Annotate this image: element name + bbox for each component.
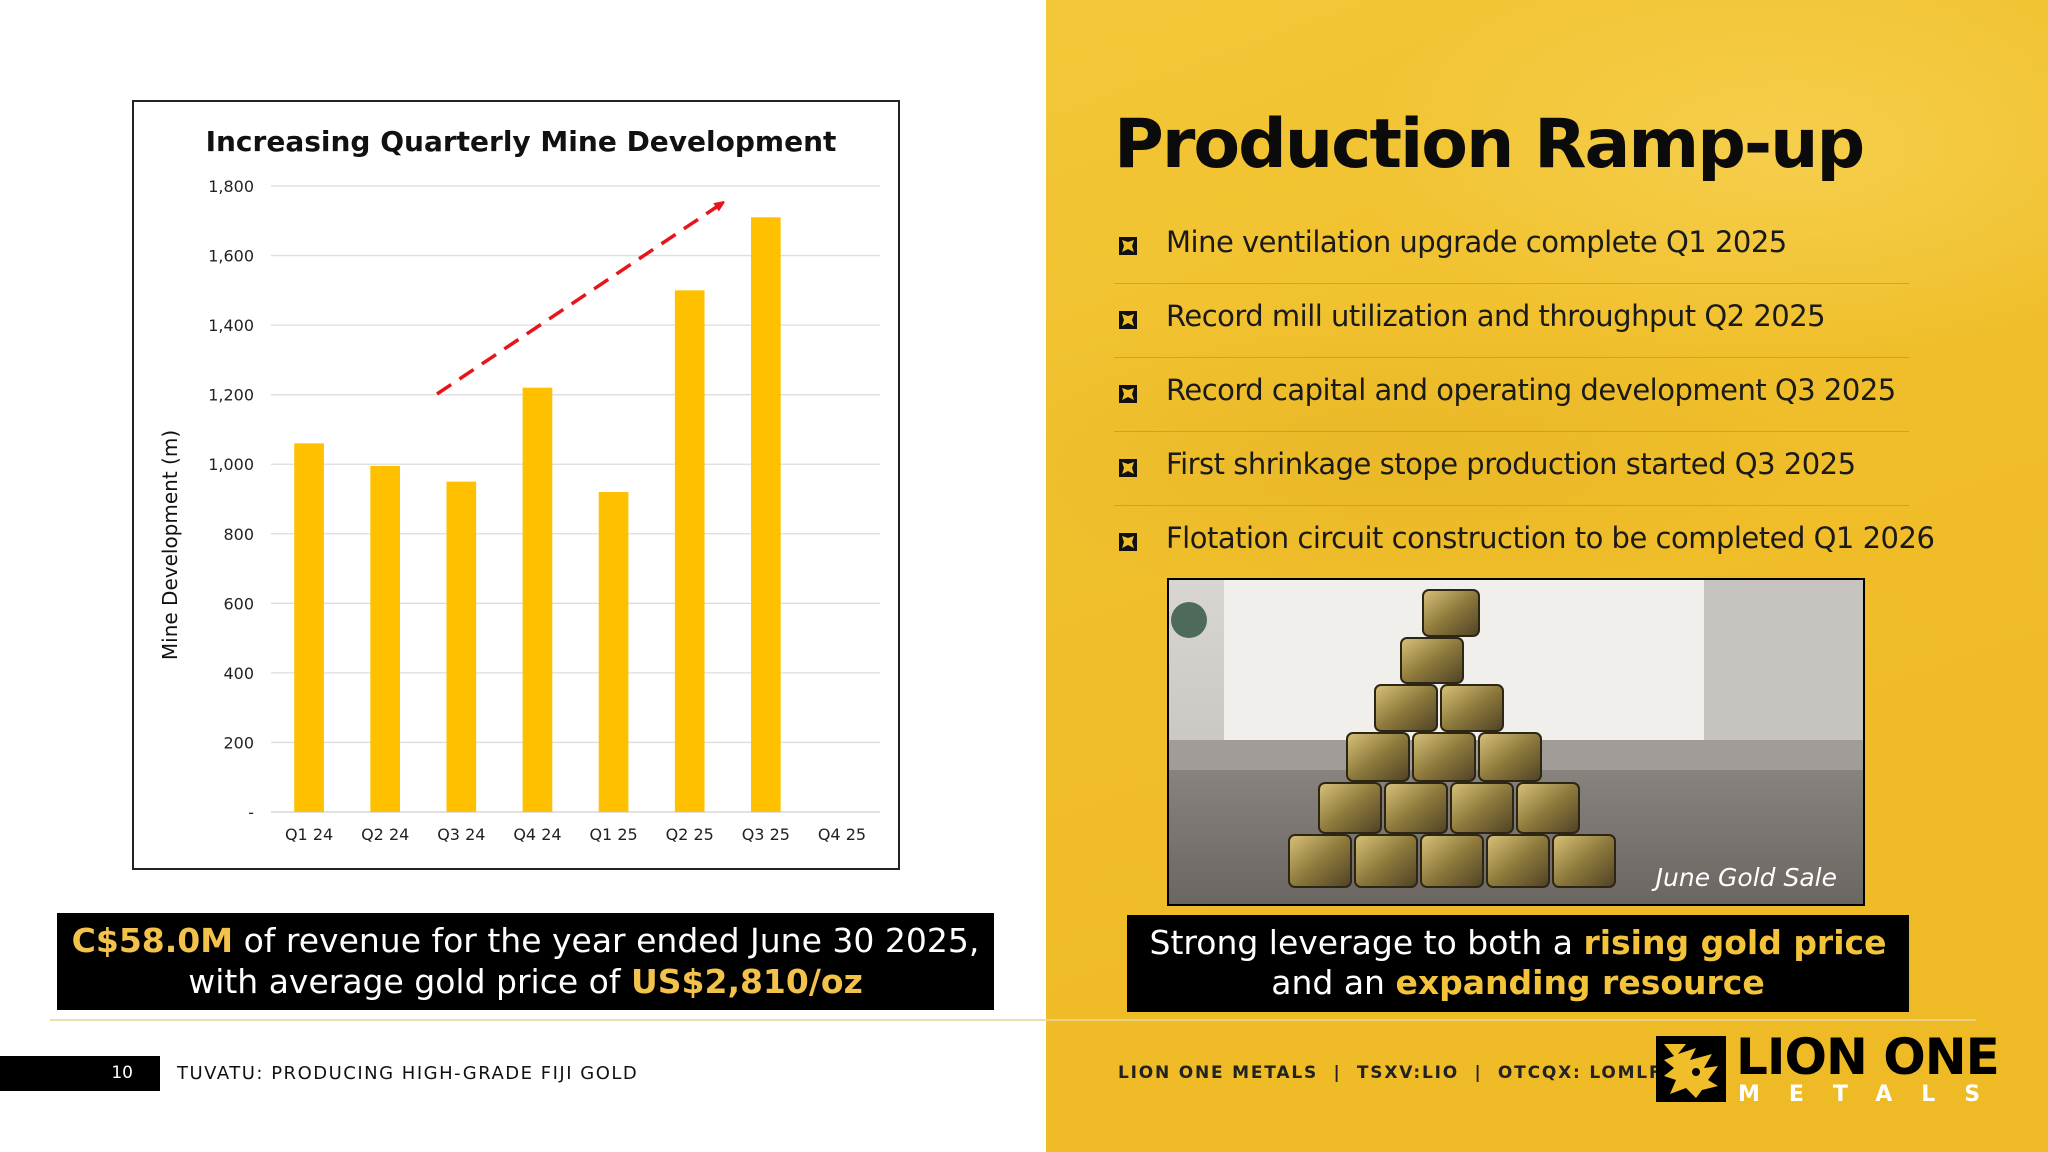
bar-q4-24 xyxy=(522,387,553,812)
leverage-line-1: Strong leverage to both a rising gold pr… xyxy=(1127,923,1909,963)
x-tick-label: Q3 24 xyxy=(437,825,485,844)
gold-bars-photo: June Gold Sale xyxy=(1167,578,1865,906)
bar-q2-25 xyxy=(674,290,705,812)
y-tick-label: 600 xyxy=(223,594,254,613)
y-tick-label: 1,800 xyxy=(208,177,254,196)
lion-icon xyxy=(1119,237,1137,255)
company-logo: LION ONE METALS xyxy=(1652,1028,2000,1107)
bar-q1-25 xyxy=(598,492,629,812)
list-item: First shrinkage stope production started… xyxy=(1114,432,1909,506)
bar-q3-25 xyxy=(750,217,781,813)
list-item-text: First shrinkage stope production started… xyxy=(1166,447,1856,481)
gold-bars-image xyxy=(1169,580,1863,904)
lion-logo-icon xyxy=(1656,1036,1726,1102)
leverage-text: and an xyxy=(1271,963,1396,1002)
footer-ticker: LION ONE METALS | TSXV:LIO | OTCQX: LOML… xyxy=(1118,1063,1663,1083)
footer-divider xyxy=(50,1019,1976,1021)
list-item-text: Record capital and operating development… xyxy=(1166,373,1896,407)
y-tick-label: 200 xyxy=(223,733,254,752)
chart-container: Increasing Quarterly Mine Development Mi… xyxy=(132,100,900,870)
y-tick-label: 1,000 xyxy=(208,455,254,474)
x-tick-label: Q2 24 xyxy=(361,825,409,844)
list-item: Mine ventilation upgrade complete Q1 202… xyxy=(1114,210,1909,284)
y-axis-label: Mine Development (m) xyxy=(158,430,182,660)
revenue-line-1: C$58.0M of revenue for the year ended Ju… xyxy=(57,920,994,961)
x-tick-label: Q1 24 xyxy=(285,825,333,844)
y-tick-label: 1,200 xyxy=(208,386,254,405)
lion-icon xyxy=(1119,311,1137,329)
x-tick-label: Q4 25 xyxy=(818,825,866,844)
y-tick-label: 400 xyxy=(223,664,254,683)
x-tick-label: Q3 25 xyxy=(742,825,790,844)
y-tick-label: - xyxy=(248,803,254,822)
photo-caption: June Gold Sale xyxy=(1655,863,1837,892)
revenue-text: of revenue for the year ended June 30 20… xyxy=(233,921,980,960)
logo-subtitle: METALS xyxy=(1738,1082,2010,1107)
bar-q3-24 xyxy=(446,481,477,812)
leverage-highlight: rising gold price xyxy=(1583,923,1887,962)
gold-price-value: US$2,810/oz xyxy=(630,962,863,1001)
list-item-text: Mine ventilation upgrade complete Q1 202… xyxy=(1166,225,1787,259)
lion-icon xyxy=(1119,459,1137,477)
y-tick-label: 1,600 xyxy=(208,247,254,266)
list-item-text: Record mill utilization and throughput Q… xyxy=(1166,299,1826,333)
list-item: Record capital and operating development… xyxy=(1114,358,1909,432)
chart-title: Increasing Quarterly Mine Development xyxy=(206,125,837,158)
revenue-amount: C$58.0M xyxy=(71,921,234,960)
bar-chart: Increasing Quarterly Mine Development Mi… xyxy=(158,125,880,844)
footer-title: TUVATU: PRODUCING HIGH-GRADE FIJI GOLD xyxy=(177,1063,639,1084)
list-item: Record mill utilization and throughput Q… xyxy=(1114,284,1909,358)
leverage-text: Strong leverage to both a xyxy=(1149,923,1584,962)
lion-icon xyxy=(1119,385,1137,403)
page-title: Production Ramp-up xyxy=(1114,105,1865,184)
leverage-line-2: and an expanding resource xyxy=(1127,963,1909,1003)
revenue-line-2: with average gold price of US$2,810/oz xyxy=(57,961,994,1002)
x-tick-label: Q2 25 xyxy=(666,825,714,844)
revenue-callout: C$58.0M of revenue for the year ended Ju… xyxy=(57,913,994,1010)
lion-icon xyxy=(1119,533,1137,551)
leverage-callout: Strong leverage to both a rising gold pr… xyxy=(1127,915,1909,1012)
trend-arrow xyxy=(436,204,721,396)
list-item: Flotation circuit construction to be com… xyxy=(1114,506,1935,580)
gold-price-text: with average gold price of xyxy=(188,962,631,1001)
milestone-list: Mine ventilation upgrade complete Q1 202… xyxy=(1114,210,1935,580)
x-tick-label: Q1 25 xyxy=(589,825,637,844)
panel-texture xyxy=(1046,300,1826,600)
bar-q2-24 xyxy=(370,465,401,812)
list-item-text: Flotation circuit construction to be com… xyxy=(1166,521,1935,555)
page-number: 10 xyxy=(0,1056,160,1091)
y-tick-label: 1,400 xyxy=(208,316,254,335)
bar-q1-24 xyxy=(294,443,324,812)
logo-name: LION ONE xyxy=(1736,1028,2000,1086)
x-tick-label: Q4 24 xyxy=(513,825,561,844)
leverage-highlight: expanding resource xyxy=(1395,963,1765,1002)
y-tick-label: 800 xyxy=(223,525,254,544)
